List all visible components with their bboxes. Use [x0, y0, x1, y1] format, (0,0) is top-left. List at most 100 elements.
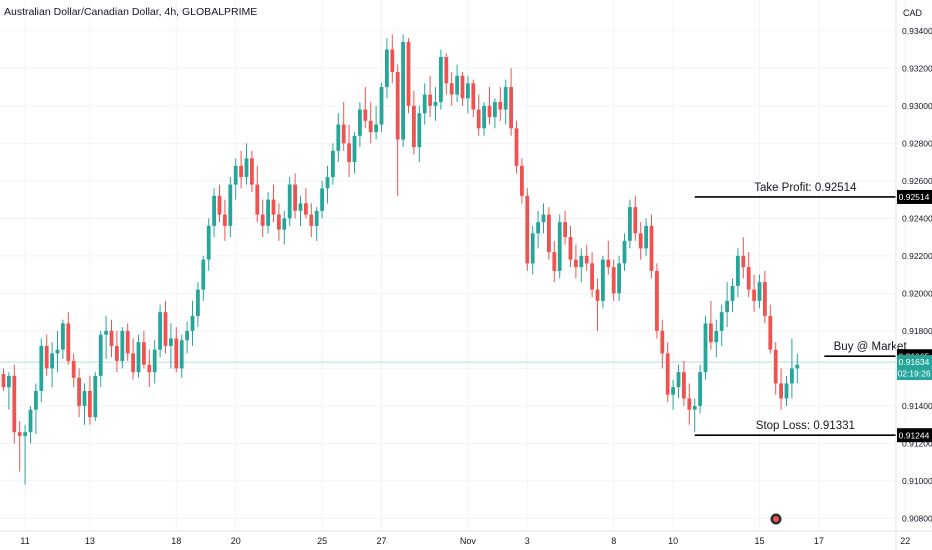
candle-body [638, 233, 643, 249]
candle-body [617, 263, 621, 294]
candle-body [34, 390, 38, 410]
time-tick-label: Nov [460, 536, 477, 546]
price-tick-label: 0.93000 [902, 101, 932, 111]
candle [460, 72, 465, 106]
candle-body [644, 225, 648, 249]
candle [579, 248, 584, 283]
candle-body [493, 102, 497, 118]
candle-body [158, 312, 162, 350]
candle-body [503, 87, 508, 110]
candle [660, 319, 665, 369]
candle-body [201, 259, 206, 290]
candle-body [82, 390, 87, 406]
candle [374, 105, 378, 140]
candle [163, 300, 168, 354]
candle-body [7, 375, 11, 388]
candle [692, 398, 697, 433]
time-tick-label: 22 [900, 536, 910, 546]
candle [622, 233, 627, 271]
candle [752, 274, 756, 313]
candle-body [287, 184, 292, 219]
candle [136, 334, 141, 378]
candle-body [260, 214, 265, 226]
candle [44, 334, 49, 376]
candle [212, 188, 216, 238]
candle [206, 218, 211, 271]
trade-levels: Take Profit: 0.92514 Buy @ Market Stop Los… [694, 182, 907, 437]
candle [649, 214, 654, 279]
candle-body [611, 267, 616, 294]
candle-body [709, 323, 713, 343]
candle [476, 94, 481, 136]
level-price-tag-bg [897, 428, 932, 443]
candle [568, 225, 573, 268]
candle-body [757, 282, 762, 301]
candle [714, 319, 719, 358]
candle-body [568, 237, 573, 260]
candle-body [633, 207, 638, 234]
candle [93, 372, 98, 421]
candlestick-series [1, 34, 800, 485]
candle-body [655, 270, 659, 331]
time-tick-label: 15 [754, 536, 764, 546]
candle [125, 323, 130, 361]
candle [746, 252, 751, 298]
candle-body [466, 83, 470, 99]
candle [628, 199, 632, 249]
candle [671, 379, 675, 410]
candle-body [682, 372, 686, 399]
candle-body [331, 150, 335, 178]
candle-body [282, 218, 287, 230]
candle-body [530, 233, 535, 264]
candle-body [115, 345, 119, 361]
candle-body [660, 330, 665, 354]
candle-body [206, 225, 211, 260]
time-tick-label: 13 [85, 536, 95, 546]
candle-body [125, 330, 130, 354]
candle-body [520, 165, 524, 196]
candle [331, 143, 335, 185]
candle [655, 263, 659, 339]
candle-body [557, 222, 562, 271]
candle [676, 364, 681, 399]
candle [82, 383, 87, 425]
candle [28, 405, 33, 444]
candle-body [687, 398, 692, 410]
price-axis[interactable]: 0.908000.910000.912000.914000.916000.918… [895, 0, 932, 550]
candle [719, 304, 724, 346]
candle-body [304, 203, 308, 215]
price-tick-label: 0.90800 [902, 513, 932, 523]
candle [385, 38, 389, 99]
candle-body [50, 353, 54, 369]
candle [444, 53, 449, 95]
price-tick-label: 0.92400 [902, 213, 932, 223]
candle [304, 188, 308, 219]
candle-body [790, 368, 794, 384]
candle-body [428, 94, 432, 106]
time-axis[interactable]: 111318202527Nov381015172224 [0, 530, 932, 546]
time-tick-label: 18 [171, 536, 181, 546]
candle [325, 165, 330, 204]
candle-body [314, 210, 319, 226]
candle [379, 83, 384, 133]
candle-body [98, 334, 103, 376]
candle [120, 327, 125, 369]
candle-body [169, 338, 173, 346]
candle [152, 340, 157, 384]
candle-body [28, 409, 33, 433]
candle [606, 240, 611, 275]
candle-body [277, 214, 281, 230]
candle [7, 372, 11, 410]
candle-body [406, 42, 411, 106]
bar-countdown: 02:19:26 [897, 369, 930, 379]
candle [250, 150, 254, 193]
time-tick-label: 11 [20, 536, 29, 546]
candle [406, 38, 411, 114]
candle-body [341, 124, 346, 144]
candle-body [77, 377, 81, 406]
candle [298, 195, 303, 226]
candle-body [547, 214, 551, 253]
candle [617, 255, 621, 301]
candle-body [71, 360, 76, 378]
